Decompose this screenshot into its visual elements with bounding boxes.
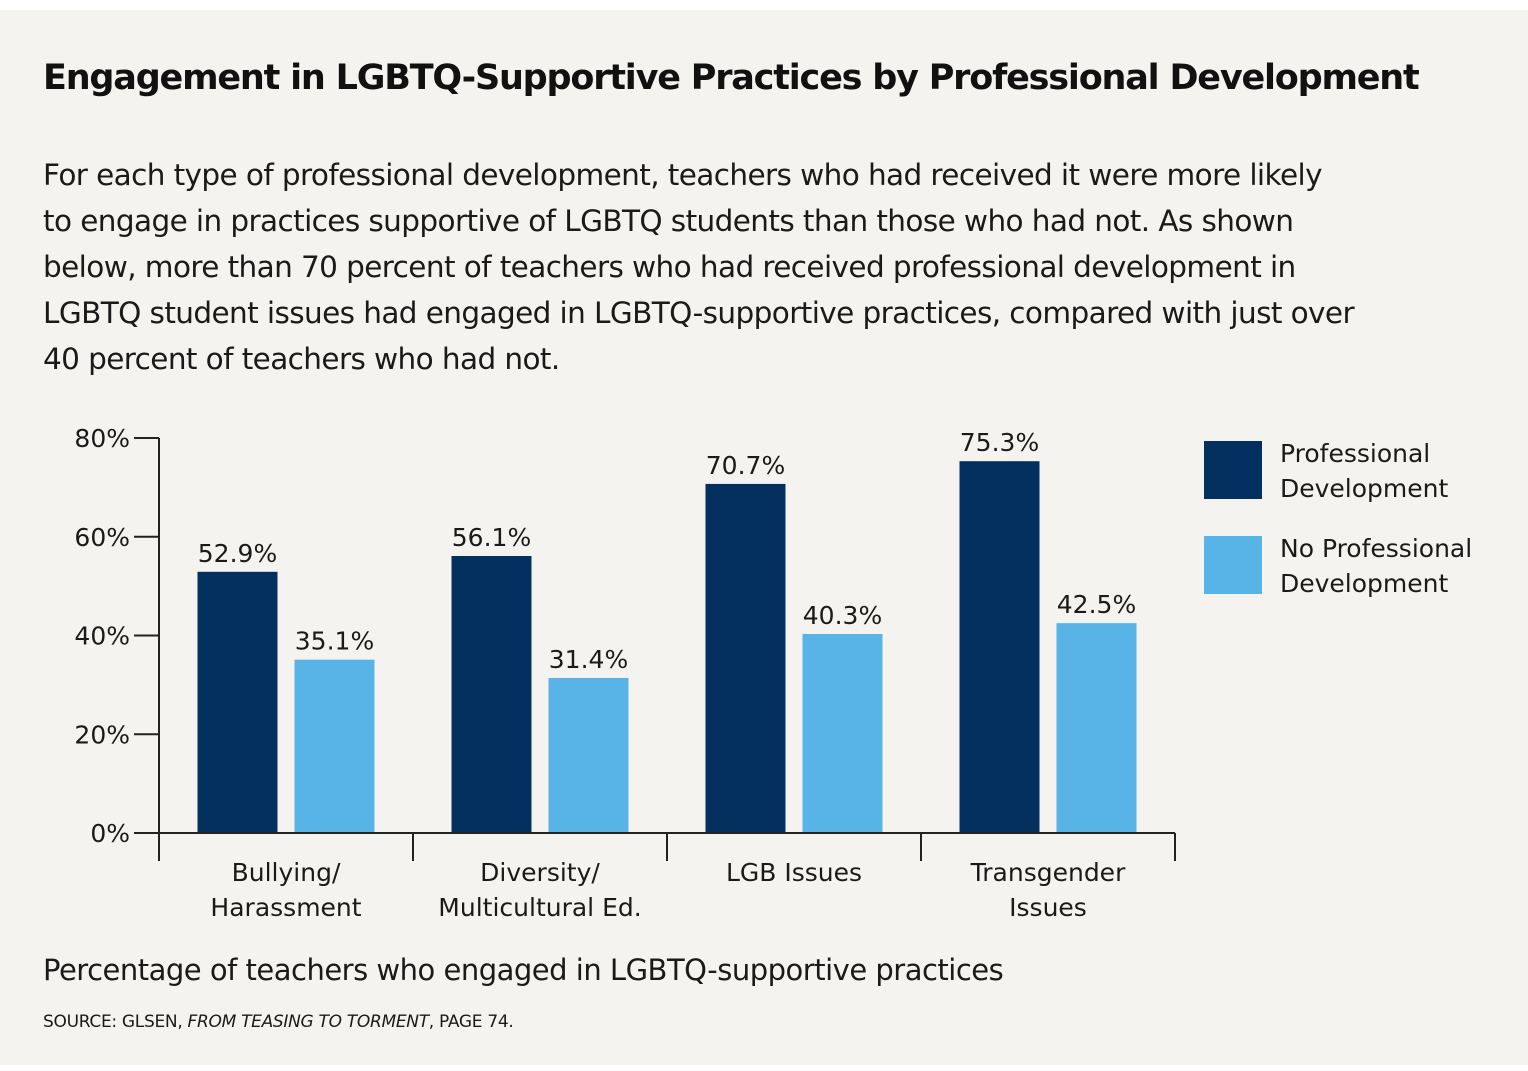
source-suffix: , PAGE 74. (428, 1012, 514, 1032)
bar-value-label: 40.3% (803, 601, 882, 630)
bar-value-label: 42.5% (1057, 590, 1136, 619)
x-category-label: Bullying/Harassment (210, 858, 361, 922)
chart-description: For each type of professional developmen… (43, 152, 1483, 382)
x-category-label: LGB Issues (726, 858, 862, 887)
legend-label: No Professional Development (1280, 534, 1472, 598)
source-note: SOURCE: GLSEN, FROM TEASING TO TORMENT, … (43, 1012, 514, 1032)
y-tick-label: 0% (90, 819, 130, 848)
bar (959, 461, 1040, 833)
x-category-label: Diversity/Multicultural Ed. (438, 858, 641, 922)
y-tick-label: 60% (74, 523, 130, 552)
source-prefix: SOURCE: GLSEN, (43, 1012, 188, 1032)
chart-title: Engagement in LGBTQ-Supportive Practices… (43, 58, 1420, 98)
bar-value-label: 56.1% (452, 523, 531, 552)
bar-value-label: 70.7% (706, 451, 785, 480)
bar (451, 556, 532, 833)
bar-value-label: 35.1% (295, 627, 374, 656)
bar (705, 483, 786, 833)
bar (802, 634, 883, 833)
bar (548, 677, 629, 833)
legend: Professional Development No Professional De… (1204, 439, 1472, 598)
source-title: FROM TEASING TO TORMENT (187, 1012, 430, 1032)
bar (197, 571, 278, 833)
description-line: to engage in practices supportive of LGB… (43, 204, 1294, 238)
x-category-label: Transgender Issues (970, 858, 1126, 922)
bar (294, 659, 375, 833)
legend-swatch (1204, 536, 1262, 594)
y-tick-label: 20% (74, 720, 130, 749)
chart-caption: Percentage of teachers who engaged in LG… (43, 953, 1004, 987)
legend-swatch (1204, 441, 1262, 499)
legend-label: Professional Development (1280, 439, 1448, 503)
bar-value-label: 75.3% (960, 428, 1039, 457)
y-tick-label: 40% (74, 622, 130, 651)
axes-group: 0% 20% 40% 60% 80% Bullying/Harassment Diversi… (74, 424, 1176, 922)
description-line: For each type of professional developmen… (43, 158, 1323, 192)
description-line: LGBTQ student issues had engaged in LGBT… (43, 296, 1355, 330)
bar (1056, 623, 1137, 833)
y-tick-label: 80% (74, 424, 130, 453)
value-labels-group: 52.9% 35.1% 56.1% 31.4% 70.7% 40.3% 75.3% 42.5% (198, 428, 1136, 674)
description-line: below, more than 70 percent of teachers … (43, 250, 1296, 284)
description-line: 40 percent of teachers who had not. (43, 342, 560, 376)
bar-value-label: 31.4% (549, 645, 628, 674)
bar-value-label: 52.9% (198, 539, 277, 568)
bars-group (197, 461, 1137, 833)
